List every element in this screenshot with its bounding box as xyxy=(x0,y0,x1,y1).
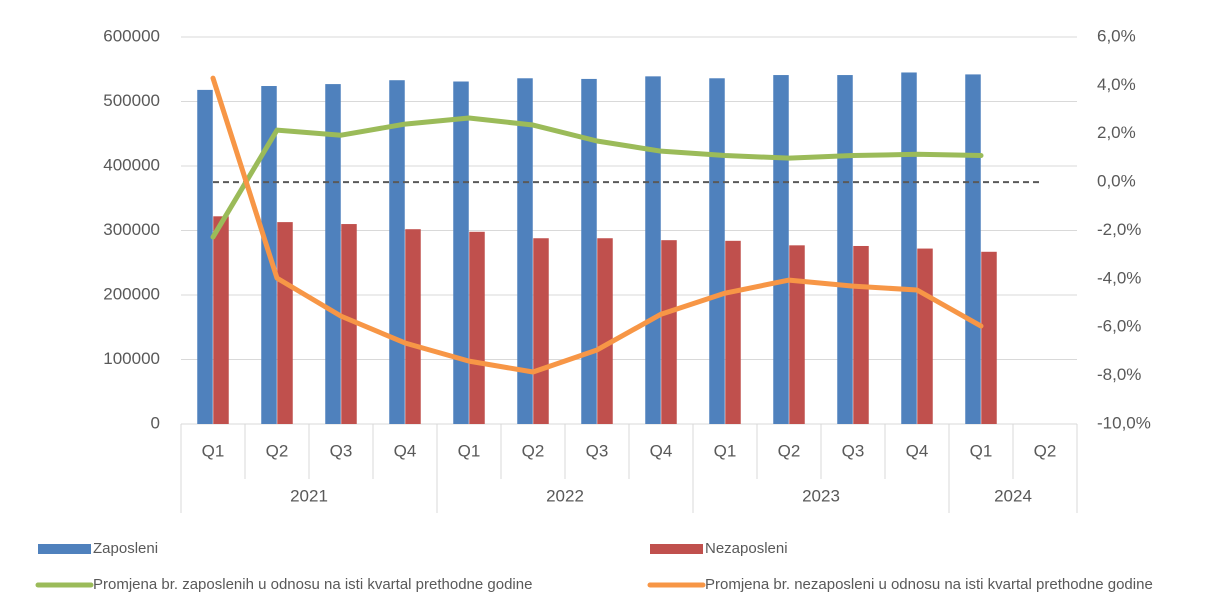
bar xyxy=(325,84,341,425)
bar xyxy=(533,238,549,424)
x-tick-label: Q2 xyxy=(522,441,545,460)
y-tick-label: 200000 xyxy=(103,284,160,303)
y2-tick-label: -10,0% xyxy=(1097,413,1151,432)
x-tick-label: Q4 xyxy=(394,441,417,460)
bar xyxy=(853,245,869,424)
x-tick-label: Q2 xyxy=(266,441,289,460)
y-tick-label: 0 xyxy=(151,413,160,432)
legend-label: Zaposleni xyxy=(93,540,158,557)
line-series xyxy=(210,75,984,375)
group-label: 2021 xyxy=(290,486,328,505)
bar xyxy=(661,240,677,424)
y2-tick-label: 0,0% xyxy=(1097,172,1136,191)
group-label: 2024 xyxy=(994,486,1032,505)
bar xyxy=(597,238,613,424)
line-series xyxy=(210,115,984,240)
group-label: 2022 xyxy=(546,486,584,505)
bar xyxy=(453,81,469,424)
y-tick-label: 300000 xyxy=(103,220,160,239)
bar xyxy=(405,229,421,424)
x-tick-label: Q3 xyxy=(842,441,865,460)
bar xyxy=(773,75,789,425)
y2-tick-label: -6,0% xyxy=(1097,317,1141,336)
legend-swatch xyxy=(650,544,703,554)
bar xyxy=(581,78,597,425)
y2-tick-label: 4,0% xyxy=(1097,75,1136,94)
legend-swatch xyxy=(38,544,91,554)
x-tick-label: Q1 xyxy=(714,441,737,460)
bar xyxy=(197,89,213,424)
bar xyxy=(789,245,805,424)
bar xyxy=(213,216,229,424)
bar xyxy=(469,231,485,424)
x-tick-label: Q4 xyxy=(906,441,929,460)
y2-tick-label: 6,0% xyxy=(1097,26,1136,45)
bar xyxy=(965,74,981,424)
x-tick-label: Q2 xyxy=(1034,441,1057,460)
y2-tick-label: 2,0% xyxy=(1097,123,1136,142)
x-tick-label: Q4 xyxy=(650,441,673,460)
bar xyxy=(917,248,933,424)
x-tick-label: Q1 xyxy=(970,441,993,460)
bar xyxy=(517,78,533,424)
bar xyxy=(837,75,853,425)
y2-tick-label: -2,0% xyxy=(1097,220,1141,239)
x-tick-label: Q2 xyxy=(778,441,801,460)
legend-label: Promjena br. zaposlenih u odnosu na isti… xyxy=(93,576,532,593)
bar xyxy=(645,76,661,424)
y2-tick-label: -8,0% xyxy=(1097,365,1141,384)
y2-tick-label: -4,0% xyxy=(1097,268,1141,287)
y-tick-label: 500000 xyxy=(103,91,160,110)
bar xyxy=(709,78,725,424)
y-tick-label: 100000 xyxy=(103,349,160,368)
bar xyxy=(725,240,741,424)
bar xyxy=(901,72,917,424)
x-tick-label: Q3 xyxy=(330,441,353,460)
y-tick-label: 400000 xyxy=(103,155,160,174)
x-tick-label: Q3 xyxy=(586,441,609,460)
bar xyxy=(277,222,293,424)
bar xyxy=(981,251,997,424)
x-tick-label: Q1 xyxy=(202,441,225,460)
group-label: 2023 xyxy=(802,486,840,505)
y-tick-label: 600000 xyxy=(103,26,160,45)
bar xyxy=(389,80,405,424)
legend-label: Promjena br. nezaposleni u odnosu na ist… xyxy=(705,576,1153,593)
legend-label: Nezaposleni xyxy=(705,540,788,557)
bar xyxy=(341,224,357,424)
x-tick-label: Q1 xyxy=(458,441,481,460)
